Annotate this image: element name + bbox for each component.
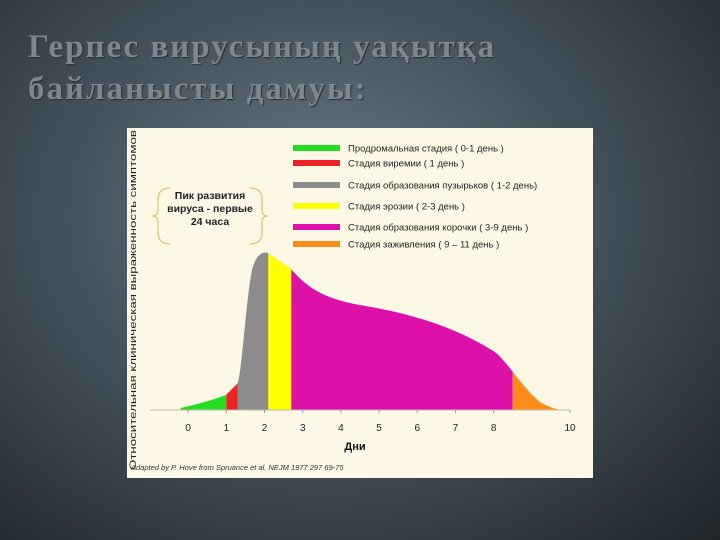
x-tick-label: 3 xyxy=(300,423,306,434)
x-tick-label: 7 xyxy=(453,423,459,434)
x-axis-label: Дни xyxy=(344,441,365,453)
chart-background xyxy=(127,128,593,478)
legend-swatch xyxy=(293,203,340,209)
legend-swatch xyxy=(293,241,340,247)
x-tick-label: 2 xyxy=(262,423,268,434)
annotation-box: Пик развития вируса - первые 24 часа xyxy=(167,190,253,228)
stage-area xyxy=(268,252,292,410)
source-note: Adapted by P. Hove from Spruance et al. … xyxy=(130,463,344,472)
x-tick-label: 1 xyxy=(224,423,230,434)
brace-left xyxy=(151,187,171,245)
x-tick-label: 0 xyxy=(185,423,191,434)
legend-label: Стадия образования корочки ( 3-9 день ) xyxy=(348,223,528,234)
annotation: Пик развития вируса - первые 24 часа xyxy=(167,190,253,228)
legend-swatch xyxy=(293,224,340,230)
legend-label: Стадия эрозии ( 2-3 день ) xyxy=(348,202,465,213)
x-tick-label: 5 xyxy=(376,423,382,434)
y-axis-label: Относительная клиническая выраженность с… xyxy=(128,130,139,470)
legend-swatch xyxy=(293,145,340,151)
legend-label: Стадия виремии ( 1 день ) xyxy=(348,159,464,170)
slide-title: Герпес вирусының уақытқа байланысты даму… xyxy=(28,29,497,107)
x-tick-label: 8 xyxy=(491,423,497,434)
x-tick-label: 4 xyxy=(338,423,344,434)
x-tick-label: 10 xyxy=(564,423,576,434)
legend-label: Продромальная стадия ( 0-1 день ) xyxy=(348,144,504,155)
brace-right xyxy=(249,187,269,245)
legend-swatch xyxy=(293,160,340,166)
x-tick-label: 6 xyxy=(414,423,420,434)
legend-swatch xyxy=(293,182,340,188)
legend-label: Стадия заживления ( 9 – 11 день ) xyxy=(348,240,499,251)
legend-label: Стадия образования пузырьков ( 1-2 день) xyxy=(348,181,537,192)
